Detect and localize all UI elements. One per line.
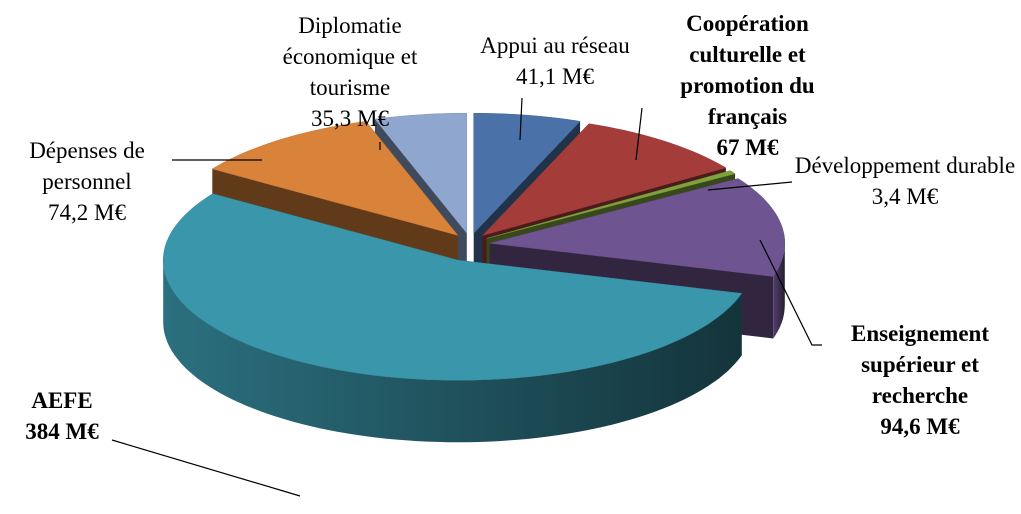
slice-label: Coopération culturelle et promotion du f… [650, 8, 845, 163]
value-label: 3,4 M€ [871, 184, 939, 209]
value-label: 67 M€ [716, 135, 779, 160]
slice-wall [163, 260, 742, 443]
category-label: Coopération culturelle et promotion du f… [680, 11, 815, 129]
value-label: 94,6 M€ [880, 414, 960, 439]
slice-label: Développement durable 3,4 M€ [790, 150, 1020, 212]
slice-label: Diplomatie économique et tourisme 35,3 M€ [255, 10, 445, 134]
slice-top [374, 112, 468, 234]
slice [162, 193, 743, 443]
slice-wall [773, 243, 785, 339]
slice-label: AEFE 384 M€ [2, 385, 122, 447]
slice-label: Enseignement supérieur et recherche 94,6 … [820, 318, 1020, 442]
leader-line [759, 239, 822, 346]
leader-line [707, 181, 793, 191]
value-label: 35,3 M€ [311, 106, 389, 131]
slice-top [162, 193, 743, 381]
slice-top [473, 112, 581, 234]
leader-line [635, 107, 643, 161]
category-label: Enseignement supérieur et recherche [851, 321, 989, 408]
value-label: 384 M€ [25, 419, 99, 444]
slice-top [489, 178, 786, 277]
category-label: Appui au réseau [480, 33, 630, 58]
category-label: Dépenses de personnel [29, 138, 145, 194]
category-label: Diplomatie économique et tourisme [282, 13, 418, 100]
slice-top [486, 170, 736, 239]
value-label: 74,2 M€ [48, 200, 126, 225]
slice-top [481, 123, 727, 237]
leader-line [111, 439, 301, 497]
slice-label: Dépenses de personnel 74,2 M€ [2, 135, 172, 228]
value-label: 41,1 M€ [516, 64, 594, 89]
slice-label: Appui au réseau 41,1 M€ [445, 30, 665, 92]
category-label: AEFE [31, 388, 93, 413]
category-label: Développement durable [794, 153, 1016, 178]
leader-line [519, 97, 523, 141]
